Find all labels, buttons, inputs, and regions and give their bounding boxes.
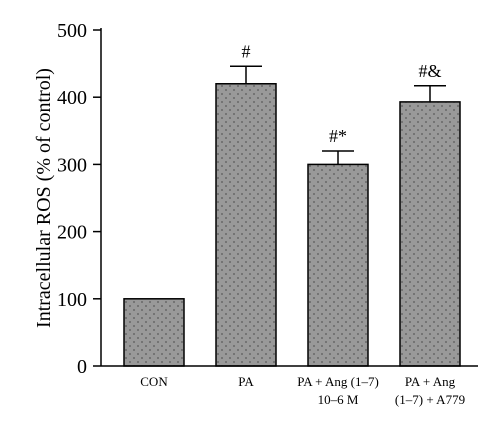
bar xyxy=(399,101,461,367)
bar xyxy=(215,83,277,367)
significance-annotation: # xyxy=(242,41,251,61)
significance-annotation: #& xyxy=(418,61,441,81)
y-axis-label: Intracellular ROS (% of control) xyxy=(33,68,55,328)
category-label: PA + Ang xyxy=(405,374,456,389)
bar xyxy=(307,163,369,367)
significance-annotations: # #* #& xyxy=(242,41,442,146)
y-axis: 0 100 200 300 400 500 xyxy=(57,20,101,378)
y-tick-label: 300 xyxy=(57,154,87,176)
error-bars xyxy=(230,65,446,165)
category-label: CON xyxy=(140,374,168,389)
bars xyxy=(123,83,461,367)
category-label: PA xyxy=(238,374,254,389)
category-label: PA + Ang (1–7) xyxy=(297,374,379,389)
y-tick-label: 500 xyxy=(57,20,87,42)
y-tick-label: 200 xyxy=(57,222,87,244)
category-label: (1–7) + A779 xyxy=(395,392,465,407)
bar xyxy=(123,298,185,367)
category-labels: CON PA PA + Ang (1–7) 10–6 M PA + Ang (1–7) +… xyxy=(140,374,465,407)
category-label: 10–6 M xyxy=(318,392,359,407)
y-tick-label: 0 xyxy=(77,356,87,378)
significance-annotation: #* xyxy=(329,126,347,146)
y-tick-label: 400 xyxy=(57,87,87,109)
y-tick-label: 100 xyxy=(57,289,87,311)
